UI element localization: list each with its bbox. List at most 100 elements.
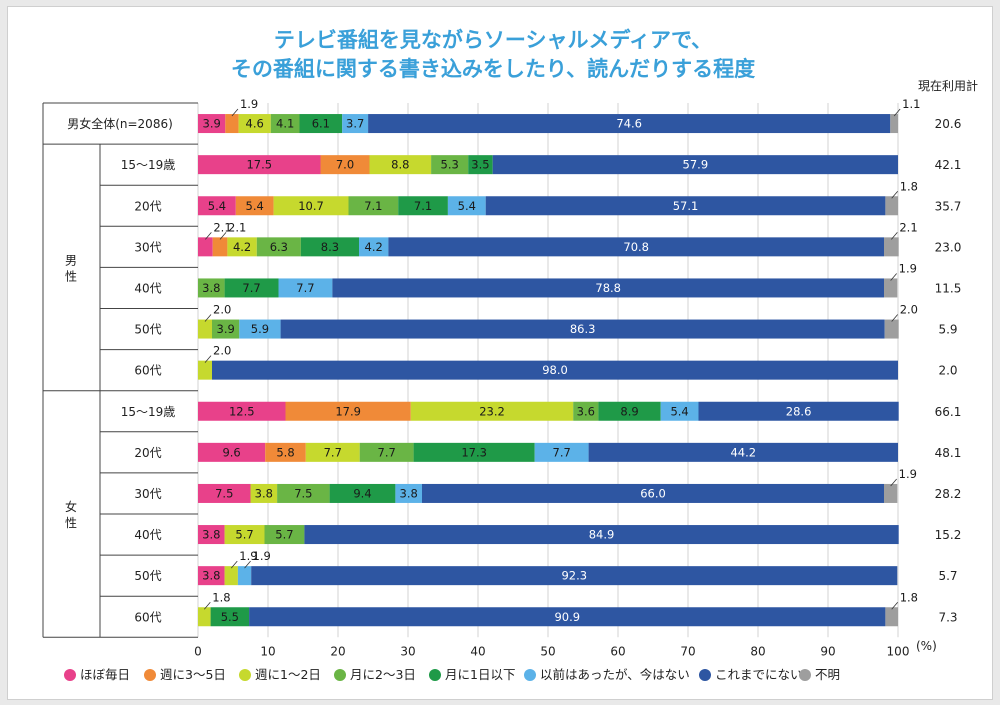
bar-segment — [348, 196, 399, 216]
bar-segment — [212, 237, 228, 257]
row-label: 15〜19歳 — [121, 405, 176, 419]
data-label: 10.7 — [298, 199, 324, 213]
row-label: 30代 — [134, 240, 161, 254]
bar-segment — [304, 525, 899, 545]
x-tick-label: 20 — [330, 644, 345, 658]
data-label: 86.3 — [570, 322, 596, 336]
leader-line — [244, 560, 251, 569]
bar-segment — [235, 196, 274, 216]
chart-title-line-2: その番組に関する書き込みをしたり、読んだりする程度 — [231, 57, 755, 81]
bar-segment — [225, 114, 239, 134]
data-label: 17.9 — [335, 404, 361, 418]
row-total: 35.7 — [935, 199, 962, 213]
row-total: 11.5 — [935, 281, 962, 295]
data-label: 4.2 — [233, 240, 251, 254]
bar-segment — [198, 483, 251, 503]
row-label: 20代 — [134, 199, 161, 213]
row-label: 15〜19歳 — [121, 158, 176, 172]
x-tick-label: 70 — [680, 644, 695, 658]
data-label: 5.4 — [246, 199, 264, 213]
bar-segment — [885, 196, 898, 216]
row-label: 男女全体(n=2086) — [67, 116, 173, 131]
data-label: 98.0 — [542, 363, 568, 377]
data-label: 1.9 — [899, 261, 917, 275]
data-label: 4.6 — [246, 117, 264, 131]
row-label: 50代 — [134, 323, 161, 337]
bar-segment — [485, 196, 886, 216]
bar-segment — [398, 196, 448, 216]
bar-segment — [359, 237, 389, 257]
bar-segment — [573, 401, 599, 421]
x-tick-label: 100 — [887, 644, 910, 658]
bar-segment — [388, 237, 884, 257]
legend-label: ほぼ毎日 — [80, 667, 130, 682]
data-label: 7.1 — [414, 199, 432, 213]
data-label: 7.7 — [242, 281, 260, 295]
data-label: 23.2 — [479, 404, 505, 418]
data-label: 7.5 — [215, 486, 233, 500]
leader-line — [204, 314, 212, 322]
data-label: 1.9 — [240, 97, 258, 111]
data-label: 2.1 — [213, 220, 231, 234]
group-label: 性 — [65, 516, 77, 530]
data-label: 6.1 — [312, 117, 330, 131]
x-tick-label: 30 — [400, 644, 415, 658]
data-label: 5.4 — [208, 199, 226, 213]
bar-segment — [198, 566, 225, 586]
legend-label: 月に1日以下 — [445, 667, 515, 682]
data-label: 7.7 — [378, 445, 396, 459]
x-tick-label: 0 — [194, 644, 202, 658]
x-tick-label: 10 — [260, 644, 275, 658]
data-label: 84.9 — [589, 528, 615, 542]
legend-swatch — [429, 669, 441, 681]
data-label: 5.4 — [670, 404, 688, 418]
bar-segment — [212, 360, 898, 380]
data-label: 12.5 — [229, 404, 255, 418]
data-label: 3.8 — [400, 486, 418, 500]
row-total: 42.1 — [935, 158, 962, 172]
x-tick-label: 50 — [540, 644, 555, 658]
row-label: 60代 — [134, 364, 161, 378]
bar-segment — [251, 566, 898, 586]
data-label: 57.9 — [683, 158, 709, 172]
row-label: 20代 — [134, 446, 161, 460]
bar-segment — [198, 114, 226, 134]
data-label: 78.8 — [595, 281, 621, 295]
bar-segment — [198, 525, 225, 545]
bar-segment — [198, 237, 213, 257]
bar-segment — [885, 607, 898, 627]
bar-segment — [210, 607, 250, 627]
leader-line — [891, 232, 898, 240]
row-total: 5.9 — [938, 323, 957, 337]
data-label: 9.6 — [222, 445, 240, 459]
row-total: 48.1 — [935, 446, 962, 460]
bar-segment — [198, 607, 211, 627]
bar-segment — [280, 319, 885, 339]
data-label: 7.5 — [294, 486, 312, 500]
row-total: 66.1 — [935, 405, 962, 419]
data-label: 1.8 — [900, 179, 918, 193]
bar-segment — [447, 196, 486, 216]
data-label: 5.3 — [441, 158, 459, 172]
data-label: 5.7 — [275, 528, 293, 542]
data-label: 92.3 — [561, 569, 587, 583]
bar-segment — [198, 401, 286, 421]
bar-segment — [198, 278, 225, 298]
data-label: 74.6 — [616, 117, 642, 131]
bar-segment — [368, 114, 891, 134]
bar-segment — [395, 483, 422, 503]
leader-line — [890, 478, 897, 487]
row-label: 60代 — [134, 610, 161, 624]
leader-line — [891, 601, 899, 610]
data-label: 3.9 — [203, 117, 221, 131]
x-axis-unit: (%) — [916, 639, 937, 653]
bar-segment — [285, 401, 411, 421]
data-label: 7.7 — [324, 445, 342, 459]
data-label: 7.7 — [296, 281, 314, 295]
total-column-header: 現在利用計 — [918, 78, 978, 93]
data-label: 1.9 — [899, 467, 917, 481]
bar-segment — [890, 114, 898, 134]
group-label: 性 — [65, 269, 77, 283]
bar-segment — [249, 607, 886, 627]
bar-segment — [265, 442, 306, 462]
